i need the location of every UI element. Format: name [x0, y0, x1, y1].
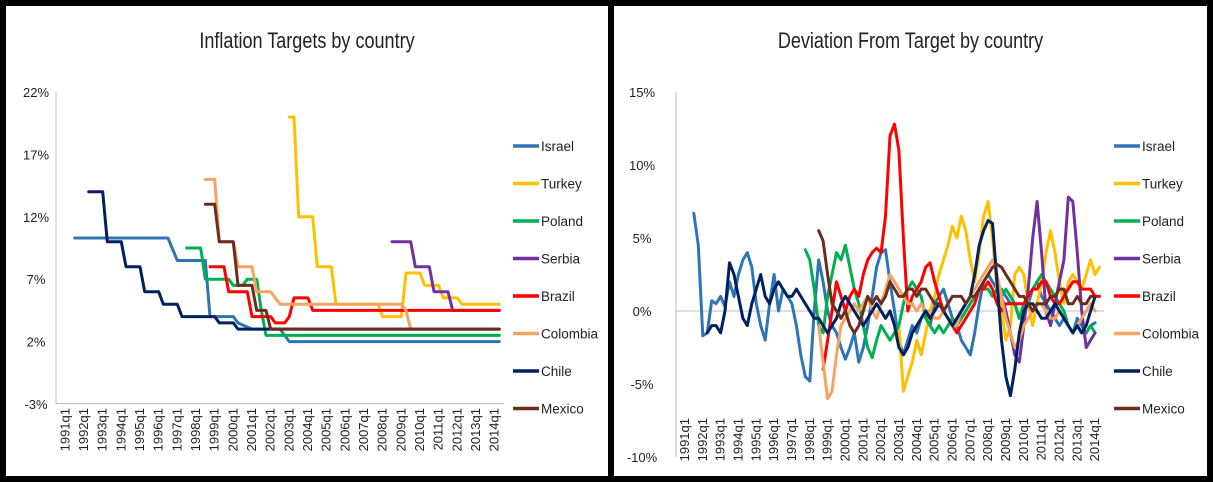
legend-label: Brazil [1142, 289, 1176, 304]
chart-title: Deviation From Target by country [777, 28, 1044, 53]
x-tick-label: 2013q1 [468, 408, 483, 451]
x-tick-label: 1993q1 [95, 408, 110, 451]
x-tick-label: 2014q1 [487, 408, 502, 451]
legend-label: Mexico [1142, 402, 1185, 417]
x-tick-label: 2002q1 [263, 408, 278, 451]
y-tick-label: 10% [629, 158, 655, 173]
legend-label: Turkey [1142, 177, 1183, 192]
x-tick-label: 1991q1 [57, 408, 72, 451]
x-tick-label: 1999q1 [207, 408, 222, 451]
x-tick-label: 2007q1 [356, 408, 371, 451]
series-line-israel [73, 236, 501, 344]
legend-label: Turkey [541, 177, 582, 192]
y-tick-label: -10% [627, 450, 658, 465]
deviation-panel: Deviation From Target by country [611, 0, 1213, 482]
x-tick-label: 2012q1 [1051, 418, 1066, 461]
x-tick-label: 2004q1 [300, 408, 315, 451]
x-tick-label: 2008q1 [980, 418, 995, 461]
x-tick-label: 2001q1 [244, 408, 259, 451]
x-tick-label: 1996q1 [766, 418, 781, 461]
legend-label: Poland [541, 214, 583, 229]
x-tick-label: 2011q1 [1034, 418, 1049, 460]
x-tick-label: 1991q1 [677, 418, 692, 461]
x-tick-label: 2008q1 [375, 408, 390, 451]
x-tick-label: 2007q1 [962, 418, 977, 461]
x-tick-label: 2010q1 [412, 408, 427, 451]
legend-label: Israel [1142, 139, 1175, 154]
x-tick-label: 2001q1 [855, 418, 870, 461]
legend-label: Israel [541, 139, 574, 154]
x-tick-label: 2011q1 [431, 408, 446, 450]
x-tick-label: 1992q1 [76, 408, 91, 451]
series-line-chile [705, 219, 1097, 398]
y-tick-label: -5% [630, 377, 654, 392]
x-tick-label: 1998q1 [188, 408, 203, 451]
y-tick-label: 17% [23, 147, 49, 162]
x-tick-label: 2006q1 [337, 408, 352, 451]
y-tick-label: 12% [23, 210, 49, 225]
y-tick-label: 0% [633, 304, 652, 319]
x-tick-label: 1994q1 [113, 408, 128, 451]
legend-label: Colombia [1142, 327, 1200, 342]
x-tick-label: 2003q1 [281, 408, 296, 451]
x-tick-label: 2010q1 [1016, 418, 1031, 461]
x-tick-label: 1998q1 [802, 418, 817, 461]
series-line-chile [87, 190, 501, 331]
series-line-serbia [390, 240, 501, 312]
y-tick-label: 2% [27, 335, 46, 350]
x-tick-label: 1995q1 [748, 418, 763, 461]
x-tick-label: 1999q1 [820, 418, 835, 461]
x-tick-label: 2000q1 [837, 418, 852, 461]
x-tick-label: 2005q1 [319, 408, 334, 451]
inflation-targets-panel: Inflation Targets by country [0, 0, 611, 482]
series-line-brazil [821, 122, 1101, 371]
x-tick-label: 2006q1 [944, 418, 959, 461]
x-tick-label: 1997q1 [169, 408, 184, 451]
x-tick-label: 2009q1 [998, 418, 1013, 461]
y-tick-label: 7% [27, 272, 46, 287]
legend-label: Poland [1142, 214, 1184, 229]
legend-label: Chile [1142, 364, 1173, 379]
chart-title: Inflation Targets by country [199, 28, 415, 53]
x-tick-label: 1992q1 [695, 418, 710, 461]
x-tick-label: 2005q1 [927, 418, 942, 461]
x-tick-label: 1994q1 [730, 418, 745, 461]
x-tick-label: 1993q1 [713, 418, 728, 461]
legend-label: Brazil [541, 289, 575, 304]
x-tick-label: 2003q1 [891, 418, 906, 461]
deviation-chart: 15% 10% 5% 0% -5% -10% 1991q1 1992q1 1993q1 1994q… [627, 85, 1200, 465]
series-line-turkey [287, 115, 501, 319]
y-tick-label: 22% [23, 85, 49, 100]
x-tick-label: 2012q1 [449, 408, 464, 451]
x-tick-label: 2004q1 [909, 418, 924, 461]
x-tick-label: 2000q1 [225, 408, 240, 451]
series-line-brazil [208, 265, 501, 325]
legend-label: Colombia [541, 327, 599, 342]
x-tick-label: 1995q1 [132, 408, 147, 451]
legend-label: Serbia [541, 252, 581, 267]
x-tick-label: 2002q1 [873, 418, 888, 461]
legend-label: Mexico [541, 402, 584, 417]
x-tick-label: 2009q1 [393, 408, 408, 451]
y-tick-label: 15% [629, 85, 655, 100]
x-tick-label: 2013q1 [1069, 418, 1084, 461]
x-tick-label: 1997q1 [784, 418, 799, 461]
y-tick-label: 5% [633, 231, 652, 246]
legend-label: Chile [541, 364, 572, 379]
inflation-targets-chart: 22% 17% 12% 7% 2% -3% 1991q1 1992q1 1993q1 1994q1… [23, 85, 599, 451]
series-line-mexico [203, 202, 501, 331]
x-tick-label: 1996q1 [151, 408, 166, 451]
legend-label: Serbia [1142, 252, 1182, 267]
y-tick-label: -3% [24, 397, 48, 412]
series-line-mexico [817, 229, 1097, 335]
x-tick-label: 2014q1 [1087, 418, 1102, 461]
